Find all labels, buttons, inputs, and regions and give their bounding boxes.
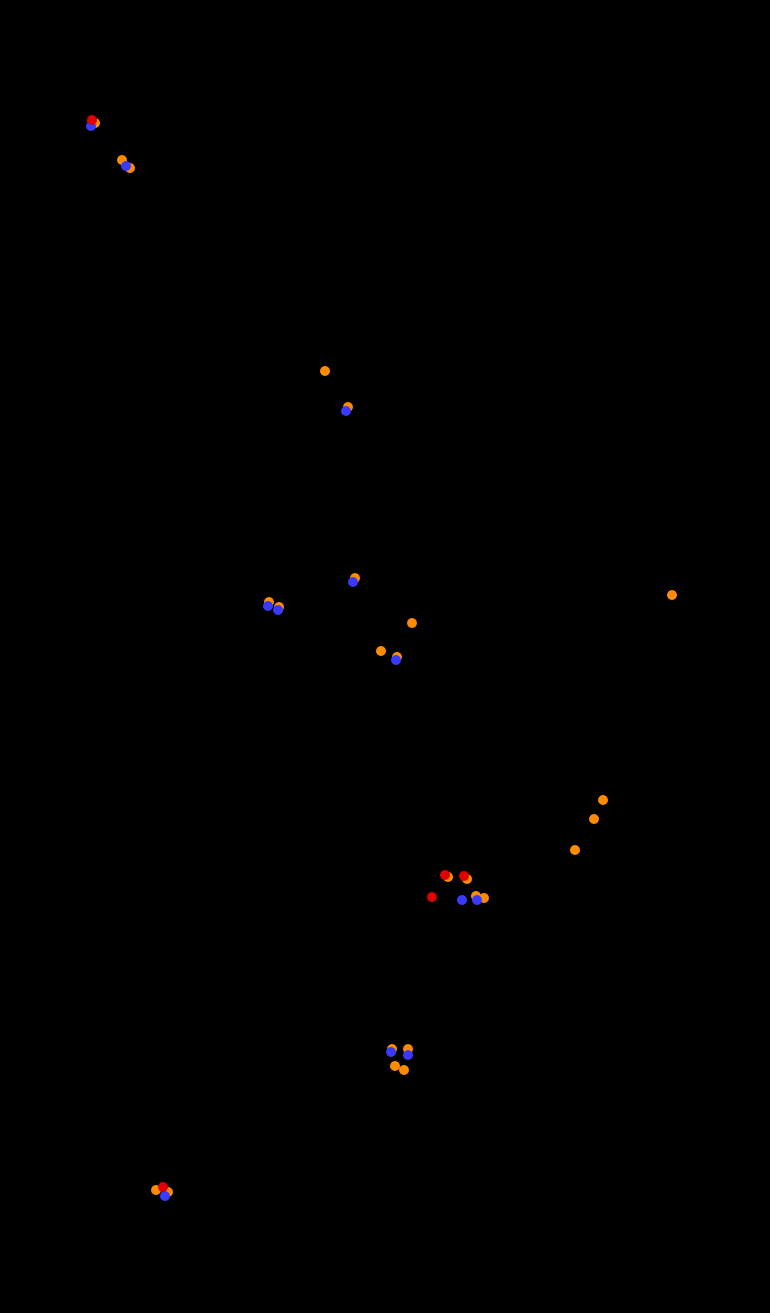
data-point bbox=[472, 895, 482, 905]
data-point bbox=[457, 895, 467, 905]
data-point bbox=[376, 646, 386, 656]
data-point bbox=[407, 618, 417, 628]
data-point bbox=[440, 870, 450, 880]
data-point bbox=[273, 605, 283, 615]
scatter-plot bbox=[0, 0, 770, 1313]
data-point bbox=[399, 1065, 409, 1075]
data-point bbox=[570, 845, 580, 855]
data-point bbox=[263, 601, 273, 611]
data-point bbox=[459, 871, 469, 881]
plot-background bbox=[0, 0, 770, 1313]
data-point bbox=[87, 115, 97, 125]
data-point bbox=[158, 1182, 168, 1192]
data-point bbox=[160, 1191, 170, 1201]
data-point bbox=[390, 1061, 400, 1071]
data-point bbox=[403, 1050, 413, 1060]
data-point bbox=[386, 1047, 396, 1057]
data-point bbox=[598, 795, 608, 805]
data-point bbox=[667, 590, 677, 600]
data-point bbox=[589, 814, 599, 824]
data-point bbox=[121, 161, 131, 171]
data-point bbox=[427, 892, 437, 902]
data-point bbox=[391, 655, 401, 665]
data-point bbox=[348, 577, 358, 587]
data-point bbox=[320, 366, 330, 376]
data-point bbox=[341, 406, 351, 416]
